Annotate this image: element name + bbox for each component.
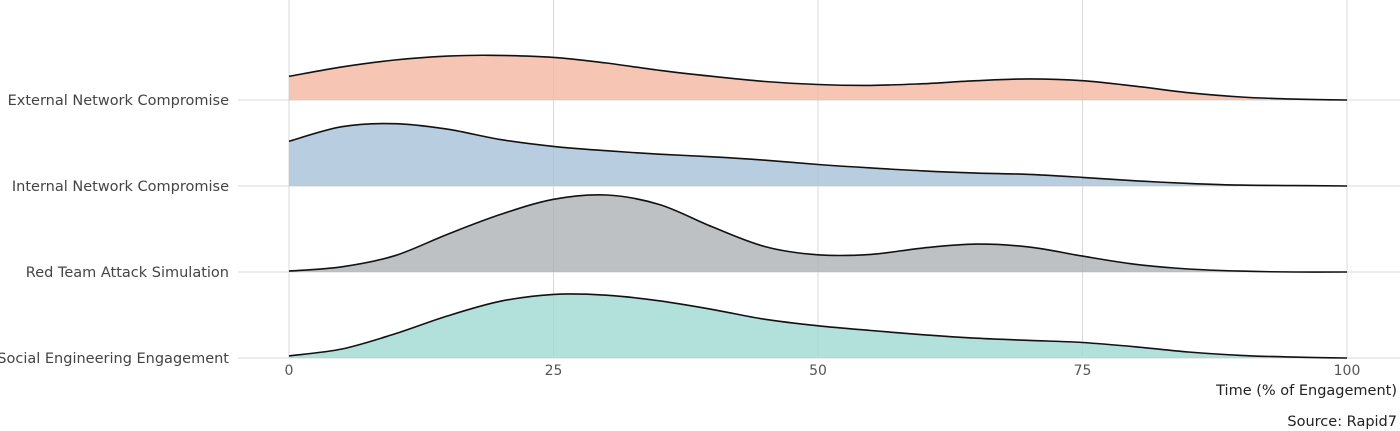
ridge-line — [288, 122, 1348, 187]
ridge-0 — [288, 54, 1348, 101]
label-layer: External Network Compromise Internal Netw… — [0, 93, 1360, 379]
y-category-label: Social Engineering Engagement — [0, 351, 229, 367]
y-category-label: External Network Compromise — [8, 93, 229, 109]
ridge-3 — [288, 293, 1348, 359]
x-tick-label: 0 — [285, 363, 294, 379]
ridge-line — [288, 293, 1348, 359]
source-caption: Source: Rapid7 — [1287, 414, 1397, 430]
ridge-area — [289, 194, 1347, 273]
x-tick-label: 50 — [809, 363, 827, 379]
ridge-area — [289, 55, 1347, 100]
ridge-area — [289, 123, 1347, 186]
y-category-label: Internal Network Compromise — [12, 179, 229, 195]
x-axis-title: Time (% of Engagement) — [1215, 383, 1397, 399]
ridge-1 — [288, 122, 1348, 187]
x-tick-label: 75 — [1074, 363, 1092, 379]
ridge-2 — [288, 194, 1348, 273]
ridge-line — [288, 54, 1348, 101]
x-tick-label: 100 — [1334, 363, 1361, 379]
ridge-line — [288, 194, 1348, 273]
y-category-label: Red Team Attack Simulation — [26, 265, 229, 281]
x-tick-label: 25 — [545, 363, 563, 379]
ridge-layer — [288, 54, 1348, 359]
